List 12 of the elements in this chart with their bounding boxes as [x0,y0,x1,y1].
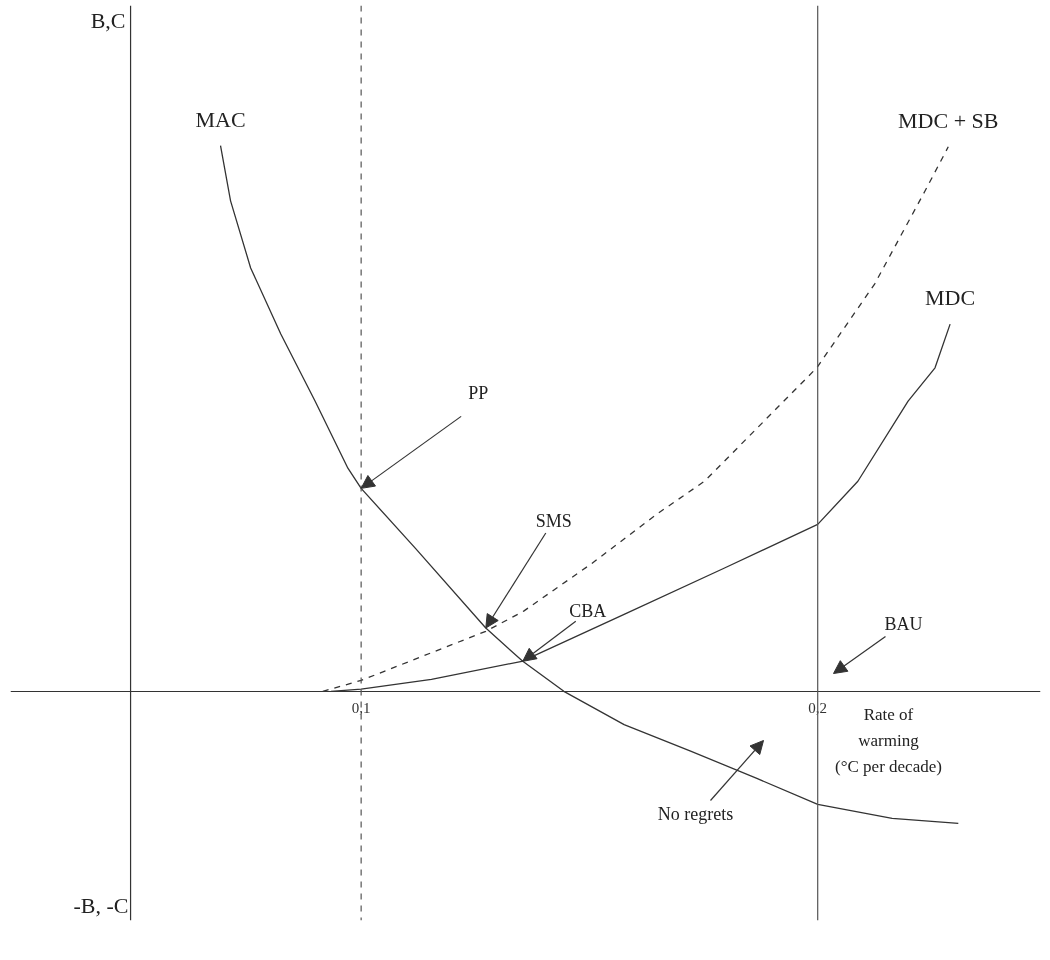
annotation: SMS [535,511,572,532]
annotation: CBA [569,601,607,622]
text: -B, -C [73,893,129,918]
series-label: MDC [925,285,976,311]
series-label: MDC + SB [898,107,999,133]
annotation: PP [468,383,489,404]
x-tick-label: 0,1 [351,700,371,717]
text: B,C [90,8,126,33]
annotation: No regrets [657,803,734,824]
annotation: BAU [884,613,923,634]
x-axis-title: Rate of warming (°C per decade) [835,705,942,777]
series-label: MAC [195,106,246,132]
